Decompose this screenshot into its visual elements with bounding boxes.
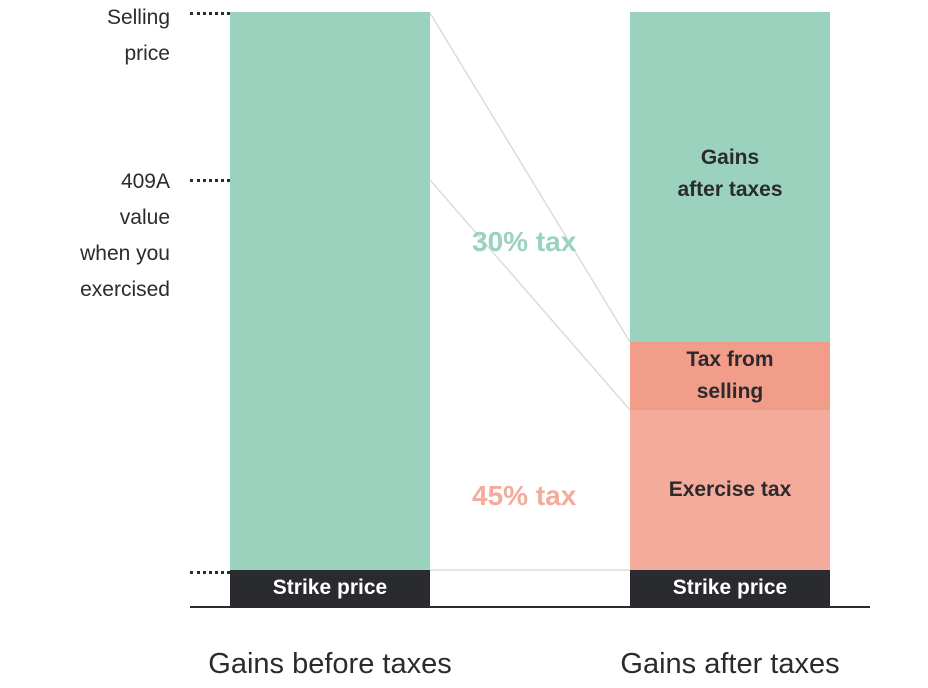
gains-after-taxes-segment: Gains after taxes	[630, 12, 830, 342]
selling-price-dotted-line	[190, 12, 230, 15]
exercise-tax-segment: Exercise tax	[630, 410, 830, 570]
gains-after-taxes-label-line-2: after taxes	[677, 178, 783, 201]
exercise-tax-label: Exercise tax	[668, 478, 792, 501]
value-409a-label-line-3: when you	[80, 242, 170, 265]
value-409a-label: 409A value when you exercised	[80, 164, 170, 308]
connector-selling-price	[429, 12, 631, 343]
value-409a-label-line-2: value	[119, 206, 170, 229]
selling-price-label-line-1: Selling	[106, 6, 170, 29]
tax-from-selling-label-line-2: selling	[696, 380, 764, 403]
tax-from-selling-label-line-1: Tax from	[686, 348, 774, 371]
strike-dotted-line	[190, 571, 230, 574]
left-category-label: Gains before taxes	[208, 648, 452, 680]
right-strike-price-label: Strike price	[672, 576, 788, 599]
baseline	[190, 606, 870, 608]
connector-409a-value	[429, 179, 631, 411]
left-strike-price-label: Strike price	[272, 576, 388, 599]
right-strike-price-segment: Strike price	[630, 570, 830, 606]
value-409a-label-line-4: exercised	[80, 278, 170, 301]
gains-after-taxes-label-line-1: Gains	[700, 146, 760, 169]
right-category-label: Gains after taxes	[620, 648, 840, 680]
selling-price-label-line-2: price	[124, 42, 170, 65]
gains-before-taxes-bar: Strike price	[230, 12, 430, 606]
left-strike-price-segment: Strike price	[230, 570, 430, 606]
exercise-tax-percent: 45% tax	[472, 480, 577, 511]
value-409a-dotted-line-left	[190, 179, 230, 182]
tax-from-selling-segment: Tax from selling	[630, 342, 830, 410]
value-409a-label-line-1: 409A	[120, 170, 170, 193]
gains-before-taxes-segment	[230, 12, 430, 570]
selling-tax-percent: 30% tax	[472, 226, 577, 257]
selling-price-label: Selling price	[107, 0, 170, 72]
gains-after-taxes-bar: Gains after taxes Tax from selling Exerc…	[630, 12, 830, 606]
